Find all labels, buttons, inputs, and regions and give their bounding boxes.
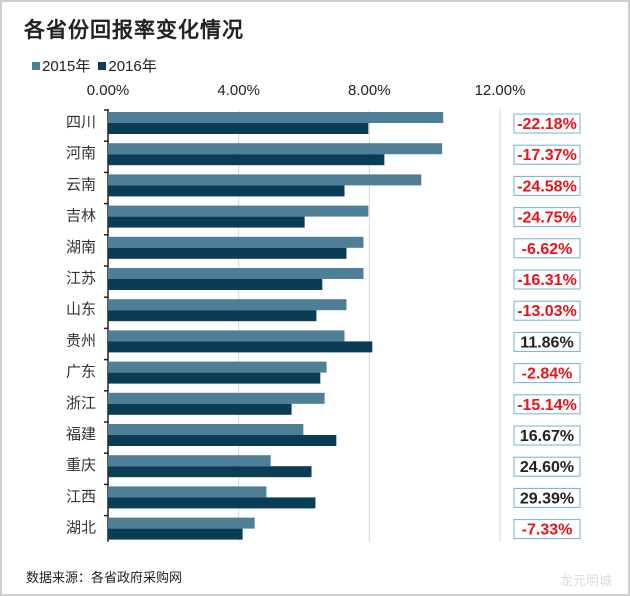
category-label: 河南 — [66, 145, 96, 162]
change-label-box — [513, 456, 581, 477]
legend-label-2016: 2016年 — [108, 58, 157, 75]
legend-item-2015: 2015年 — [32, 55, 90, 76]
change-label: -16.31% — [517, 272, 577, 289]
category-label: 重庆 — [66, 457, 96, 474]
bar-2015 — [108, 205, 369, 217]
bar-2016 — [108, 279, 323, 290]
change-label: -17.37% — [517, 147, 577, 164]
x-tick-label: 4.00% — [217, 82, 260, 99]
category-label: 吉林 — [66, 208, 96, 225]
bar-2016 — [108, 247, 347, 259]
x-tick-label: 0.00% — [87, 82, 130, 99]
change-label-box — [513, 144, 581, 165]
change-label: -24.58% — [517, 178, 577, 195]
category-label: 四川 — [66, 114, 96, 131]
x-tick-label: 8.00% — [348, 82, 391, 99]
category-label: 贵州 — [66, 332, 96, 349]
legend-swatch-2015 — [32, 61, 40, 70]
legend-item-2016: 2016年 — [98, 55, 157, 76]
bar-2016 — [108, 466, 312, 478]
bar-2015 — [108, 361, 327, 373]
category-label: 福建 — [66, 426, 96, 443]
category-label: 江西 — [66, 488, 96, 505]
change-label: 11.86% — [520, 334, 573, 351]
source-note: 数据来源：各省政府采购网 — [26, 570, 183, 585]
category-label: 湖南 — [66, 239, 96, 256]
bar-2015 — [108, 424, 304, 435]
bar-2015 — [108, 236, 364, 248]
bar-2015 — [108, 392, 325, 404]
change-label-box — [513, 394, 581, 415]
bar-2015 — [108, 486, 267, 498]
change-label-box — [513, 238, 581, 259]
change-label: -15.14% — [517, 397, 577, 414]
change-label-box — [513, 363, 581, 384]
change-label-box — [513, 269, 581, 290]
change-label: 29.39% — [520, 490, 574, 507]
bar-2015 — [108, 143, 443, 155]
change-label-box — [513, 425, 581, 446]
change-label: -22.18% — [517, 116, 577, 133]
change-label: -24.75% — [517, 210, 577, 227]
change-label-box — [513, 113, 581, 134]
bar-2015 — [108, 268, 364, 279]
bar-2015 — [108, 174, 422, 186]
bar-2016 — [108, 341, 373, 353]
change-label: -2.84% — [522, 366, 573, 383]
category-label: 山东 — [66, 301, 96, 318]
legend-label-2015: 2015年 — [42, 58, 91, 75]
change-label-box — [513, 519, 581, 540]
bar-2016 — [108, 185, 345, 197]
watermark: 龙元明城 — [560, 573, 613, 588]
bar-2016 — [108, 435, 337, 446]
change-label-box — [513, 300, 581, 321]
bar-2016 — [108, 403, 292, 415]
bar-2016 — [108, 372, 321, 384]
bar-2015 — [108, 112, 444, 123]
bar-2015 — [108, 517, 255, 529]
category-label: 江苏 — [66, 270, 96, 287]
bar-2015 — [108, 330, 345, 342]
change-label-box — [513, 207, 581, 228]
category-label: 浙江 — [66, 395, 96, 412]
change-label-box — [513, 175, 581, 196]
change-label-box — [513, 331, 581, 352]
bar-2015 — [108, 455, 271, 467]
bar-2016 — [108, 528, 243, 540]
change-label: -13.03% — [517, 303, 577, 320]
change-label: -7.33% — [522, 522, 573, 539]
change-label: 24.60% — [520, 459, 574, 476]
category-label: 广东 — [66, 364, 96, 381]
category-label: 湖北 — [66, 520, 96, 537]
change-label: 16.67% — [520, 428, 574, 445]
change-label: -6.62% — [522, 241, 573, 258]
legend-swatch-2016 — [98, 61, 107, 70]
change-label-box — [513, 487, 581, 508]
category-label: 云南 — [66, 176, 96, 193]
x-tick-label: 12.00% — [475, 82, 526, 99]
bar-2016 — [108, 497, 316, 509]
bar-2015 — [108, 299, 347, 311]
bar-2016 — [108, 216, 305, 228]
bar-2016 — [108, 154, 385, 166]
bar-2016 — [108, 310, 317, 322]
legend: 2015年 2016年 — [32, 55, 157, 76]
bar-2016 — [108, 123, 369, 134]
chart-title: 各省份回报率变化情况 — [24, 19, 244, 42]
